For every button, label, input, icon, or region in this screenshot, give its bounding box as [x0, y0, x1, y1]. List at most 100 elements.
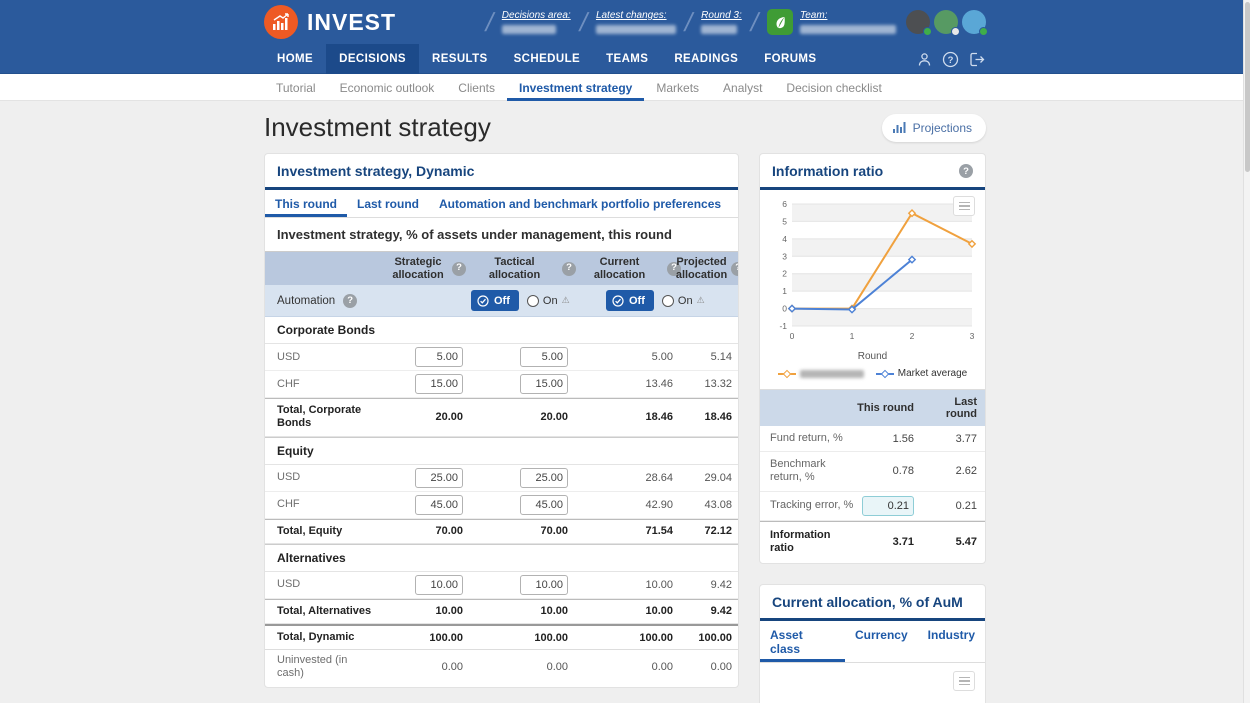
brand-name: INVEST [307, 8, 397, 35]
current-automation-toggle: Off On ⚠ [606, 290, 738, 312]
tactical-input-alt-usd[interactable] [520, 574, 568, 595]
divider: / [576, 6, 591, 37]
help-strategic-icon[interactable]: ? [452, 261, 466, 276]
subnav-markets[interactable]: Markets [656, 80, 700, 95]
total-equity-row: Total, Equity 70.00 70.00 71.54 72.12 [265, 518, 738, 544]
total-current: 18.46 [645, 411, 673, 424]
help-information-ratio-icon[interactable]: ? [959, 164, 973, 178]
col-projected-allocation: Projected allocation [675, 256, 728, 281]
subnav-clients[interactable]: Clients [458, 80, 495, 95]
svg-text:?: ? [948, 55, 954, 66]
allocation-table-header: Strategic allocation? Tactical allocatio… [265, 252, 738, 286]
subnav-investment-strategy[interactable]: Investment strategy [506, 74, 645, 101]
svg-text:2: 2 [782, 269, 787, 279]
strategic-input-cb-usd[interactable] [415, 347, 463, 368]
check-circle-icon [477, 295, 489, 307]
group-corporate-bonds: Corporate Bonds [265, 317, 738, 345]
current-automation-on-option[interactable]: On ⚠ [661, 294, 705, 307]
tab-this-round[interactable]: This round [265, 190, 347, 217]
table-row: USD 5.00 5.14 [265, 344, 738, 372]
group-alternatives: Alternatives [265, 543, 738, 572]
help-current-icon[interactable]: ? [667, 261, 681, 276]
help-tactical-icon[interactable]: ? [562, 261, 576, 276]
projections-button[interactable]: Projections [881, 113, 986, 142]
total-alternatives-row: Total, Alternatives 10.00 10.00 10.00 9.… [265, 598, 738, 625]
strategic-input-alt-usd[interactable] [415, 574, 463, 595]
on-label: On [542, 294, 558, 307]
nav-results[interactable]: RESULTS [431, 53, 488, 65]
svg-text:0: 0 [782, 304, 787, 314]
avatar[interactable] [906, 10, 932, 36]
allocation-tabs: Asset class Currency Industry [760, 621, 985, 663]
tab-currency[interactable]: Currency [854, 627, 908, 642]
projections-chart-icon [892, 122, 906, 133]
nav-home[interactable]: HOME [277, 53, 314, 65]
team-logo [767, 9, 793, 35]
panel-title: Investment strategy, Dynamic [277, 163, 475, 179]
grand-total-label: Total, Dynamic [277, 631, 355, 644]
strategic-input-eq-usd[interactable] [415, 467, 463, 488]
chart-menu-icon[interactable] [953, 196, 975, 216]
nav-decisions[interactable]: DECISIONS [326, 44, 419, 74]
total-label: Total, Corporate Bonds [277, 404, 362, 430]
information-ratio-table: This round Last round Fund return, % 1.5… [760, 389, 985, 563]
nav-schedule[interactable]: SCHEDULE [513, 53, 581, 65]
current-automation-off-button[interactable]: Off [606, 290, 654, 312]
table-section-title: Investment strategy, % of assets under m… [265, 218, 738, 252]
row-label: CHF [277, 377, 300, 390]
redacted-decisions-area-value [501, 25, 556, 34]
strategic-input-eq-chf[interactable] [415, 494, 463, 515]
on-label: On [677, 294, 693, 307]
tab-asset-class[interactable]: Asset class [760, 621, 845, 662]
subnav-decision-checklist[interactable]: Decision checklist [786, 80, 882, 95]
tab-industry[interactable]: Industry [927, 627, 975, 642]
tactical-input-cb-usd[interactable] [520, 347, 568, 368]
tactical-automation-on-option[interactable]: On ⚠ [526, 294, 570, 307]
col-current-allocation: Current allocation [593, 256, 646, 281]
avatar[interactable] [962, 10, 988, 36]
tab-last-round[interactable]: Last round [357, 197, 419, 211]
group-equity: Equity [265, 436, 738, 465]
legend-team-series[interactable] [777, 369, 864, 378]
tracking-error-input[interactable] [862, 495, 914, 516]
round-label: Round 3: [701, 10, 742, 21]
subnav-economic-outlook[interactable]: Economic outlook [339, 80, 435, 95]
panel-title: Information ratio [772, 163, 884, 179]
total-projected: 9.42 [710, 605, 732, 618]
avatar[interactable] [934, 10, 960, 36]
profile-icon[interactable] [916, 51, 933, 68]
legend-market-average[interactable]: Market average [875, 368, 967, 379]
tactical-input-eq-chf[interactable] [520, 494, 568, 515]
subnav-tutorial[interactable]: Tutorial [276, 80, 316, 95]
latest-changes-info[interactable]: Latest changes: [595, 10, 676, 34]
decisions-area-info[interactable]: Decisions area: [501, 10, 571, 34]
total-current: 10.00 [645, 605, 673, 618]
app-logo[interactable] [264, 5, 298, 39]
strategy-tabs: This round Last round Automation and ben… [265, 190, 738, 218]
tactical-input-eq-usd[interactable] [520, 467, 568, 488]
strategic-input-cb-chf[interactable] [415, 374, 463, 395]
information-ratio-result-row: Information ratio 3.71 5.47 [760, 520, 985, 563]
last-round-value: 2.62 [955, 465, 977, 478]
svg-text:0: 0 [790, 331, 795, 341]
tab-automation-preferences[interactable]: Automation and benchmark portfolio prefe… [439, 197, 722, 211]
tactical-automation-off-button[interactable]: Off [471, 290, 519, 312]
logout-icon[interactable] [968, 51, 986, 68]
help-projected-icon[interactable]: ? [731, 261, 738, 276]
help-icon[interactable]: ? [942, 51, 959, 68]
page-scrollbar[interactable] [1243, 0, 1250, 703]
col-this-round: This round [857, 402, 914, 414]
nav-forums[interactable]: FORUMS [764, 53, 817, 65]
chart-menu-icon[interactable] [953, 670, 975, 691]
help-automation-icon[interactable]: ? [343, 293, 358, 308]
tactical-input-cb-chf[interactable] [520, 374, 568, 395]
tracking-error-row: Tracking error, % 0.21 [760, 492, 985, 521]
investment-strategy-panel: Investment strategy, Dynamic This round … [264, 153, 739, 688]
nav-readings[interactable]: READINGS [674, 53, 739, 65]
scrollbar-thumb[interactable] [1245, 2, 1250, 172]
projected-value: 13.32 [704, 378, 732, 391]
row-label: USD [277, 350, 301, 363]
nav-teams[interactable]: TEAMS [606, 53, 649, 65]
subnav-analyst[interactable]: Analyst [723, 80, 763, 95]
last-round-value: 5.47 [955, 535, 977, 548]
